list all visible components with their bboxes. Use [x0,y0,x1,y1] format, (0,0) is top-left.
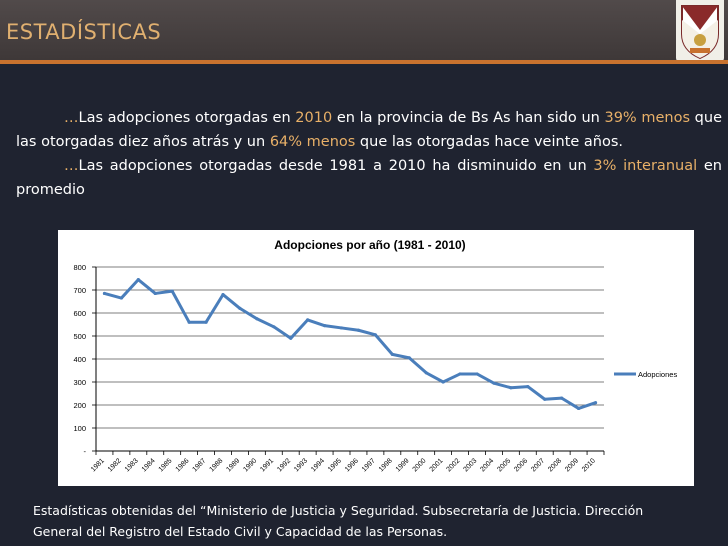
data-point [255,317,259,321]
header-bar: ESTADÍSTICAS [0,0,728,62]
data-point [136,278,140,282]
highlight-rate: 3% interanual [593,158,698,174]
x-tick-label: 2000 [412,457,428,473]
data-point [204,320,208,324]
data-point [339,326,344,330]
data-point [475,372,479,376]
data-point [526,385,530,389]
line-chart: Adopciones por año (1981 - 2010)-1002003… [73,238,677,473]
x-tick-label: 2005 [496,457,512,473]
x-tick-label: 1988 [208,457,224,473]
x-tick-label: 1987 [192,457,208,473]
x-tick-label: 1993 [293,457,309,473]
data-point [373,333,377,337]
intro-paragraph-2: …Las adopciones otorgadas desde 1981 a 2… [16,158,722,198]
x-tick-label: 2001 [429,457,445,473]
x-tick-label: 1996 [344,457,360,473]
data-point [458,372,462,376]
y-tick-label: 600 [73,309,86,318]
source-footnote: Estadísticas obtenidas del “Ministerio d… [33,500,705,542]
y-tick-label: 300 [73,378,86,387]
data-point [289,336,293,340]
ellipsis: … [64,158,79,174]
series-line-adopciones [102,278,598,410]
y-tick-label: 800 [73,263,86,272]
y-tick-label: 100 [73,424,86,433]
x-tick-label: 1986 [175,457,191,473]
x-tick-label: 1990 [242,457,258,473]
chart-container: Adopciones por año (1981 - 2010) -100 200 3… [58,230,694,486]
data-point [492,381,496,385]
school-crest-icon [676,0,724,62]
data-point [119,296,123,300]
highlight-pct-2: 64% menos [269,134,356,150]
x-tick-label: 1983 [124,457,140,473]
x-tick-label: 1985 [158,457,174,473]
x-tick-label: 1989 [225,457,241,473]
data-point [102,291,107,296]
header-divider [0,60,728,64]
x-tick-label: 2004 [479,457,495,473]
data-point [509,386,513,390]
data-point [306,318,310,322]
highlight-pct-1: 39% menos [604,110,691,126]
y-tick-label: - [84,447,87,456]
intro-text: …Las adopciones otorgadas en 2010 en la … [16,106,722,202]
data-point [238,306,242,310]
data-point [323,324,327,328]
x-tick-label: 1999 [395,457,411,473]
data-point [356,328,361,332]
data-point [187,320,191,324]
x-tick-label: 2003 [462,457,478,473]
x-tick-label: 1998 [378,457,394,473]
intro-paragraph-1: …Las adopciones otorgadas en 2010 en la … [16,110,722,150]
chart-title: Adopciones por año (1981 - 2010) [274,238,465,252]
data-point [390,352,394,356]
x-tick-label: 1981 [90,457,106,473]
data-point [221,293,225,297]
data-point [424,371,428,375]
footnote-line-2: General del Registro del Estado Civil y … [33,524,448,539]
x-tick-label: 1995 [327,457,343,473]
x-tick-label: 2010 [581,457,597,473]
x-tick-label: 1991 [259,457,275,473]
x-tick-label: 2006 [513,457,529,473]
data-point [407,356,411,360]
x-tick-label: 1994 [310,457,326,473]
data-point [577,406,581,411]
x-tick-label: 1992 [276,457,292,473]
highlight-year: 2010 [295,110,333,126]
data-point [441,380,445,384]
x-tick-label: 2008 [547,457,563,473]
ellipsis: … [64,110,79,126]
data-point [153,291,157,296]
data-point [170,289,174,293]
data-point [560,396,564,400]
x-tick-label: 1984 [141,457,157,473]
x-tick-label: 2007 [530,457,546,473]
x-tick-label: 2009 [564,457,580,473]
legend-label: Adopciones [638,370,677,379]
data-point [272,325,276,329]
y-tick-label: 700 [73,286,86,295]
x-tick-label: 1997 [361,457,377,473]
data-point [593,401,598,405]
page-title: ESTADÍSTICAS [6,20,162,44]
x-tick-label: 1982 [107,457,123,473]
x-tick-label: 2002 [446,457,462,473]
data-point [543,397,547,401]
y-tick-label: 400 [73,355,86,364]
footnote-line-1: Estadísticas obtenidas del “Ministerio d… [33,503,644,518]
y-tick-label: 500 [73,332,86,341]
y-tick-label: 200 [73,401,86,410]
